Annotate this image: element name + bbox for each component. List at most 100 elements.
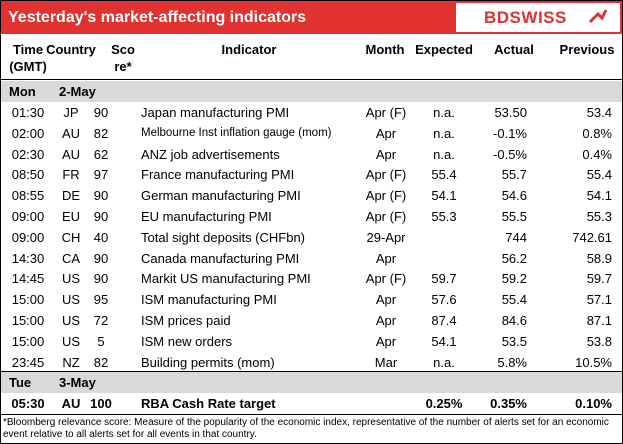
cell: Apr (F) (365, 167, 407, 183)
cell: 0.8% (582, 125, 612, 141)
cell: 55.5 (501, 209, 527, 224)
cell: -0.1% (493, 125, 527, 141)
column-header: Actual (494, 42, 534, 57)
cell: 09:00 (11, 229, 45, 245)
column-header: Previous (559, 42, 615, 57)
cell: 100 (90, 396, 112, 412)
cell: NZ (62, 354, 80, 370)
cell: 29-Apr (366, 229, 406, 245)
cell: 0.10% (575, 396, 612, 412)
column-header: Time (12, 42, 44, 57)
cell: US (61, 271, 81, 287)
cell: ANZ job advertisements (141, 146, 280, 162)
cell: Building permits (mom) (141, 354, 275, 370)
cell: 82 (93, 354, 109, 370)
title: Yesterday's market-affecting indicators (8, 9, 307, 26)
cell: 53.8 (586, 333, 612, 349)
cell: Japan manufacturing PMI (141, 105, 290, 120)
cell: Canada manufacturing PMI (141, 250, 300, 266)
cell: n.a. (433, 105, 455, 120)
cell: ISM new orders (141, 333, 233, 349)
cell: 54.1 (586, 188, 612, 204)
cell: 0.25% (425, 396, 463, 412)
cell: 08:50 (11, 167, 45, 183)
cell: Apr (F) (365, 188, 407, 204)
cell: 59.7 (586, 271, 612, 287)
cell: Melbourne Inst inflation gauge (mom) (141, 126, 332, 139)
cell: US (61, 333, 81, 349)
cell: German manufacturing PMI (141, 188, 301, 204)
cell: Apr (375, 125, 397, 141)
cell: 09:00 (11, 209, 45, 224)
logo-text: BDSWISS (484, 8, 567, 27)
cell: 72 (93, 313, 109, 328)
cell: 5.8% (497, 354, 527, 370)
cell: 59.2 (501, 271, 527, 287)
cell: 53.50 (494, 105, 527, 120)
cell: 742.61 (572, 229, 612, 245)
column-header: Month (365, 42, 405, 57)
cell: 54.1 (431, 333, 457, 349)
header-rule (1, 79, 622, 80)
cell: 0.35% (490, 396, 527, 412)
title-bar: Yesterday's market-affecting indicators … (1, 1, 622, 34)
cell: Apr (F) (365, 209, 407, 224)
column-header: Sco (111, 42, 135, 57)
cell: Markit US manufacturing PMI (141, 271, 311, 287)
day-band (1, 81, 622, 102)
cell: 55.4 (431, 167, 457, 183)
cell: n.a. (433, 125, 455, 141)
cell: 5 (97, 333, 105, 349)
cell: US (61, 313, 81, 328)
cell: 87.1 (586, 313, 612, 328)
cell: JP (63, 105, 79, 120)
cell: 95 (93, 292, 109, 308)
cell: -0.5% (493, 146, 527, 162)
cell: 55.3 (586, 209, 612, 224)
cell: 57.6 (431, 292, 457, 308)
day-band (1, 372, 622, 394)
cell: 90 (93, 271, 109, 287)
cell: Apr (375, 146, 397, 162)
cell: Apr (375, 250, 397, 266)
cell: n.a. (433, 354, 455, 370)
cell: AU (61, 125, 81, 141)
cell: 02:00 (11, 125, 45, 141)
date: 2-May (59, 84, 96, 99)
cell: AU (61, 146, 81, 162)
cell: 90 (93, 105, 109, 120)
cell: 14:30 (11, 250, 45, 266)
logo: BDSWISS (456, 3, 620, 32)
cell: 10.5% (575, 354, 612, 370)
cell: 54.6 (501, 188, 527, 204)
cell: Apr (F) (365, 271, 407, 287)
cell: 58.9 (586, 250, 612, 266)
cell: ISM prices paid (141, 313, 231, 328)
column-header: (GMT) (9, 59, 47, 74)
cell: 59.7 (431, 271, 457, 287)
cell: EU (61, 209, 81, 224)
cell: 90 (93, 209, 109, 224)
column-header: Expected (415, 42, 473, 57)
footnote: *Bloomberg relevance score: Measure of t… (3, 417, 609, 440)
cell: 90 (93, 188, 109, 204)
cell: 53.5 (501, 333, 527, 349)
cell: Apr (F) (365, 105, 407, 120)
column-header: Country (46, 42, 96, 57)
column-header: Indicator (221, 42, 277, 57)
cell: 57.1 (586, 292, 612, 308)
cell: 40 (93, 229, 109, 245)
cell: 54.1 (431, 188, 457, 204)
cell: 15:00 (11, 333, 45, 349)
cell: FR (62, 167, 80, 183)
cell: RBA Cash Rate target (141, 396, 276, 412)
cell: 56.2 (501, 250, 527, 266)
cell: 97 (93, 167, 109, 183)
cell: 90 (93, 250, 109, 266)
cell: 0.4% (582, 146, 612, 162)
cell: Apr (375, 292, 397, 308)
cell: CH (61, 229, 81, 245)
day: Mon (9, 84, 36, 99)
cell: 55.4 (586, 167, 612, 183)
